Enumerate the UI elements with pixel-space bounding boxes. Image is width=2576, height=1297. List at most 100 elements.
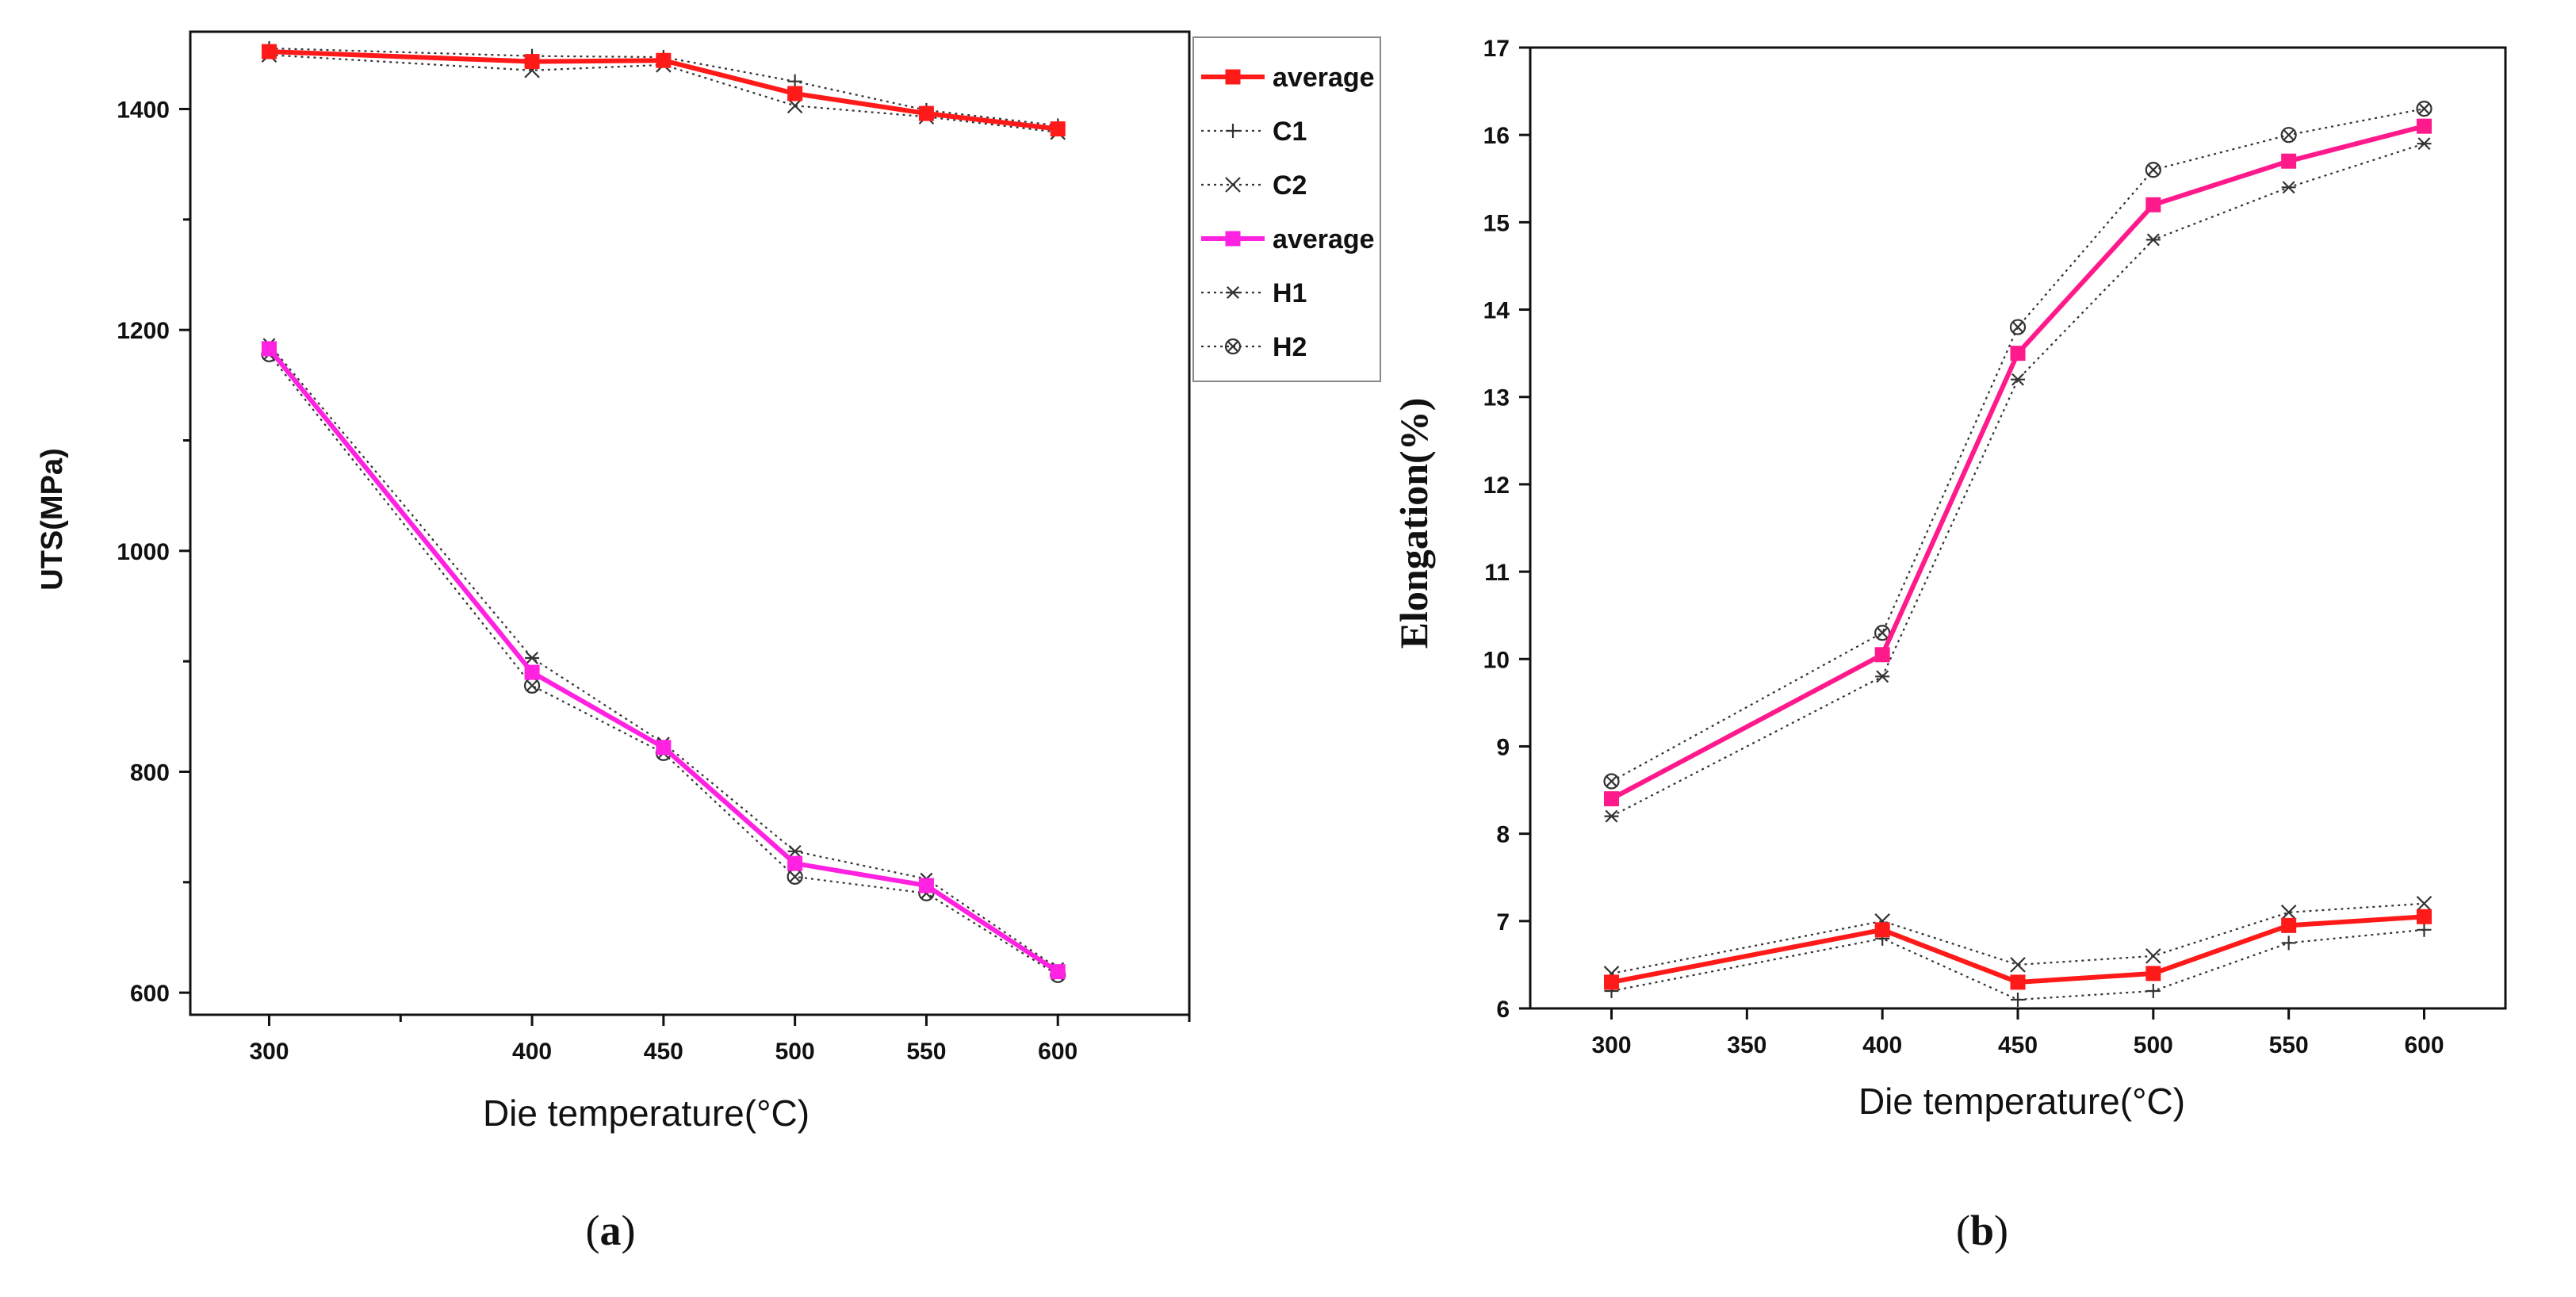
legend-label: H1: [1273, 278, 1307, 308]
panel-b-chart: 300 350 400 450 500 550 600 6 7 8 9 10 11 12 13 14 15 16 1…: [1391, 36, 2507, 1122]
panel-b-series: [1603, 101, 2432, 1007]
data-point: [787, 868, 803, 885]
data-point: [918, 878, 934, 893]
data-point: [787, 855, 803, 871]
series-line: [269, 49, 1058, 132]
panel-b-ticks: 300 350 400 450 500 550 600 6 7 8 9 10 11 12 13 14 15 16 1…: [1483, 36, 2444, 1058]
data-point: [2145, 966, 2161, 981]
y-tick-label: 7: [1496, 909, 1510, 935]
y-tick-label: 8: [1496, 822, 1510, 848]
data-point: [1603, 773, 1620, 790]
series-line: [268, 343, 1058, 970]
series-line: [1610, 108, 2425, 782]
panel-a-x-axis-label: Die temperature(°C): [483, 1092, 810, 1134]
data-point: [2011, 373, 2025, 386]
data-point: [2281, 935, 2296, 951]
series-line: [1611, 928, 2425, 1001]
caption-b: (b): [1956, 1207, 2008, 1254]
legend-item: H2: [1201, 332, 1307, 362]
data-point: [2009, 319, 2027, 335]
panel-a-ticks: 300 400 450 500 550 600 600 800 1000 1200 1400: [117, 98, 1191, 1065]
legend-label: average: [1273, 224, 1375, 254]
legend-swatch-marker: [1226, 124, 1240, 138]
y-tick-label: 16: [1483, 123, 1510, 149]
x-tick-label: 550: [906, 1039, 946, 1065]
x-tick-label: 500: [775, 1039, 815, 1065]
x-tick-label: 500: [2134, 1032, 2173, 1058]
data-point: [523, 677, 541, 694]
legend-swatch-marker: [1225, 231, 1241, 247]
data-point: [2011, 992, 2025, 1007]
panel-b-x-axis-label: Die temperature(°C): [1858, 1081, 2185, 1122]
series-line: [1610, 124, 2425, 802]
data-point: [1604, 809, 1619, 823]
y-tick-label: 13: [1483, 385, 1510, 411]
data-point: [2145, 983, 2161, 998]
legend-item: C1: [1201, 117, 1307, 147]
legend-label: C1: [1273, 117, 1307, 147]
panel-a-series: [261, 40, 1066, 983]
panel-b-y-axis-label: Elongation(%): [1391, 398, 1436, 649]
data-point: [2010, 957, 2026, 973]
legend-swatch-marker: [1224, 338, 1242, 355]
data-point: [261, 44, 277, 59]
series-line: [1610, 143, 2425, 817]
series-line: [267, 346, 1059, 974]
data-point: [525, 651, 540, 664]
caption-b-open: (: [1956, 1207, 1970, 1254]
data-point: [1604, 791, 1619, 807]
series-2: [1603, 101, 2432, 790]
panel-a-y-axis-label: UTS(MPa): [36, 448, 69, 590]
legend-swatch-marker: [1226, 286, 1240, 299]
data-point: [1874, 647, 1890, 663]
data-point: [2280, 127, 2297, 143]
series-line: [1611, 902, 2425, 975]
data-point: [2280, 905, 2297, 920]
x-tick-label: 600: [1038, 1039, 1077, 1065]
data-point: [524, 54, 540, 70]
y-tick-label: 600: [130, 981, 170, 1007]
legend-item: C2: [1201, 170, 1307, 201]
series-4: [262, 338, 1066, 975]
caption-a: (a): [586, 1207, 636, 1254]
data-point: [2281, 153, 2297, 169]
y-tick-label: 15: [1483, 210, 1510, 236]
data-point: [2417, 118, 2432, 134]
legend-frame: [1192, 36, 1381, 382]
data-point: [2145, 162, 2161, 178]
data-point: [2145, 948, 2161, 964]
y-tick-label: 1400: [117, 98, 170, 124]
legend-label: H2: [1273, 332, 1307, 362]
data-point: [524, 664, 540, 680]
data-point: [656, 740, 672, 756]
series-line: [268, 354, 1058, 976]
legend-swatch-marker: [1225, 177, 1241, 193]
data-point: [787, 844, 802, 858]
x-tick-label: 400: [512, 1039, 552, 1065]
data-point: [1604, 974, 1619, 990]
x-tick-label: 600: [2404, 1032, 2444, 1058]
y-tick-label: 11: [1484, 560, 1510, 586]
legend-swatch-marker: [1225, 69, 1241, 85]
data-point: [1875, 670, 1890, 683]
y-tick-label: 6: [1496, 997, 1510, 1023]
data-point: [1050, 964, 1066, 980]
y-tick-label: 1200: [117, 318, 170, 344]
legend-label: average: [1273, 63, 1375, 93]
series-5: [261, 346, 1066, 983]
caption-b-letter: b: [1970, 1207, 1994, 1254]
series-4: [1604, 922, 2432, 1007]
caption-a-letter: a: [600, 1207, 622, 1254]
legend-item: average: [1201, 224, 1375, 254]
y-tick-label: 800: [130, 759, 170, 786]
panel-a-chart: 300 400 450 500 550 600 600 800 1000 1200 1400 Die…: [36, 30, 1381, 1134]
y-tick-label: 17: [1483, 36, 1510, 62]
panel-a-legend: average C1 C2 average H1 H2: [1192, 36, 1381, 382]
y-tick-label: 10: [1483, 647, 1510, 673]
panel-b-frame: [1529, 46, 2507, 1010]
x-tick-label: 550: [2269, 1032, 2309, 1058]
series-0: [261, 44, 1066, 137]
legend-item: H1: [1201, 278, 1307, 308]
caption-a-open: (: [586, 1207, 600, 1254]
legend-label: C2: [1273, 170, 1307, 201]
